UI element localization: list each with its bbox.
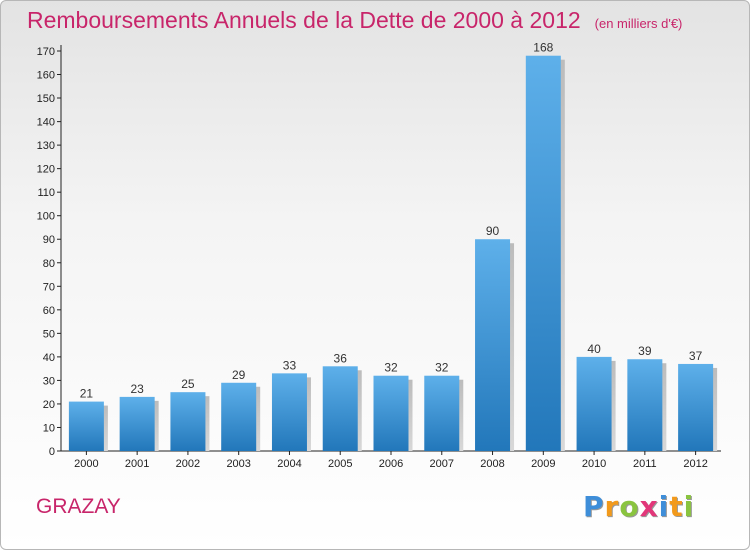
y-tick-label: 90 — [43, 234, 55, 246]
y-tick-label: 110 — [37, 187, 55, 199]
x-tick-label-2000: 2000 — [74, 458, 98, 470]
x-tick-label-2011: 2011 — [633, 458, 657, 470]
y-tick-label: 60 — [43, 305, 55, 317]
value-label-2012: 37 — [689, 349, 703, 363]
y-tick-label: 170 — [37, 46, 55, 58]
bar-2001 — [119, 396, 155, 451]
value-label-2001: 23 — [130, 382, 144, 396]
value-label-2003: 29 — [232, 368, 246, 382]
bar-2000 — [68, 401, 104, 451]
value-label-2010: 40 — [587, 342, 601, 356]
bar-2010 — [576, 356, 612, 451]
y-tick-label: 50 — [43, 328, 55, 340]
y-tick-label: 0 — [49, 446, 55, 458]
y-tick-label: 20 — [43, 399, 55, 411]
x-tick-label-2012: 2012 — [683, 458, 707, 470]
x-tick-label-2003: 2003 — [226, 458, 250, 470]
y-tick-label: 100 — [37, 211, 55, 223]
y-tick-label: 130 — [37, 140, 55, 152]
y-tick-label: 30 — [43, 375, 55, 387]
x-tick-label-2004: 2004 — [277, 458, 301, 470]
bar-2003 — [221, 382, 257, 451]
y-tick-label: 10 — [43, 422, 55, 434]
unit-note: (en milliers d'€) — [594, 16, 683, 31]
chart-axes: 0 10 20 30 40 50 60 70 80 90 100 110 120 130 140 150 160… — [37, 45, 721, 470]
y-tick-label: 70 — [43, 281, 55, 293]
value-label-2011: 39 — [638, 344, 652, 358]
bar-2009 — [525, 55, 561, 452]
x-tick-label-2001: 2001 — [125, 458, 149, 470]
x-tick-label-2010: 2010 — [582, 458, 606, 470]
x-tick-label-2008: 2008 — [480, 458, 504, 470]
x-tick-label-2007: 2007 — [430, 458, 454, 470]
bar-2004 — [271, 373, 307, 451]
y-tick-label: 150 — [37, 93, 55, 105]
value-label-2009: 168 — [533, 41, 553, 55]
bar-2005 — [322, 366, 358, 451]
value-label-2008: 90 — [486, 224, 500, 238]
bar-2011 — [627, 359, 663, 451]
bar-2012 — [678, 363, 714, 451]
chart-bars: 21 23 25 29 33 36 32 32 90 168 40 39 37 — [68, 41, 718, 452]
x-tick-label-2002: 2002 — [176, 458, 200, 470]
value-label-2000: 21 — [80, 387, 94, 401]
bar-2002 — [170, 392, 206, 451]
x-tick-label-2009: 2009 — [531, 458, 555, 470]
y-tick-label: 160 — [37, 70, 55, 82]
y-tick-label: 140 — [37, 117, 55, 129]
bar-2008 — [475, 239, 511, 451]
y-tick-label: 80 — [43, 258, 55, 270]
value-label-2006: 32 — [384, 361, 398, 375]
value-label-2002: 25 — [181, 377, 195, 391]
bar-2007 — [424, 375, 460, 451]
value-label-2004: 33 — [283, 358, 297, 372]
y-tick-label: 120 — [37, 164, 55, 176]
y-tick-label: 40 — [43, 352, 55, 364]
chart-title: Remboursements Annuels de la Dette de 20… — [27, 7, 682, 34]
value-label-2007: 32 — [435, 361, 449, 375]
value-label-2005: 36 — [334, 351, 348, 365]
proxiti-logo: Proxiti — [583, 490, 695, 523]
bar-2006 — [373, 375, 409, 451]
x-tick-label-2006: 2006 — [379, 458, 403, 470]
chart-title-text: Remboursements Annuels de la Dette de 20… — [27, 7, 581, 33]
commune-name: GRAZAY — [36, 495, 121, 518]
x-tick-label-2005: 2005 — [328, 458, 352, 470]
